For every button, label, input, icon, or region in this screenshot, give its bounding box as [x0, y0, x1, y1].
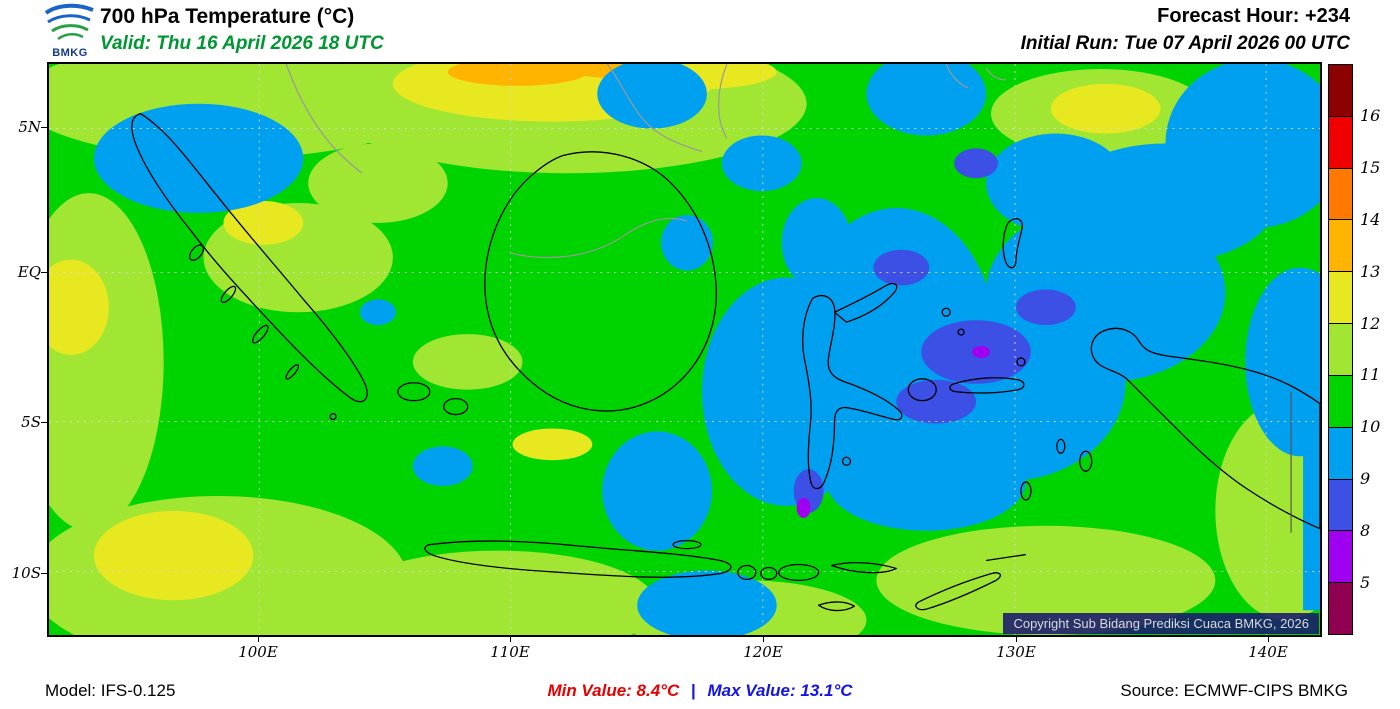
field-purple-specks [796, 346, 991, 518]
colorbar-label: 12 [1360, 313, 1381, 333]
valid-time-label: Valid: Thu 16 April 2026 18 UTC [100, 33, 384, 54]
lon-tick [510, 637, 511, 642]
lat-tick [41, 573, 47, 574]
lon-label-120e: 120E [743, 643, 783, 661]
bmkg-logo-label: BMKG [52, 47, 88, 59]
colorbar-label: 16 [1360, 105, 1381, 125]
colorbar-cell [1329, 65, 1352, 116]
foreign-borders [285, 64, 1007, 259]
colorbar-label: 8 [1360, 521, 1371, 541]
colorbar-label: 9 [1360, 469, 1371, 489]
min-value-label: Min Value: 8.4°C [547, 681, 680, 700]
colorbar-cell [1329, 323, 1352, 375]
bmkg-logo: BMKG [42, 1, 98, 61]
coastlines [131, 113, 1320, 612]
colorbar-cell [1329, 271, 1352, 324]
temperature-field-map [49, 64, 1320, 635]
lon-label-140e: 140E [1248, 643, 1288, 661]
bmkg-logo-icon [44, 3, 94, 41]
source-label: Source: ECMWF-CIPS BMKG [1120, 681, 1348, 700]
colorbar-cell [1329, 478, 1352, 531]
lat-tick [41, 272, 47, 273]
colorbar-label: 10 [1360, 417, 1381, 437]
lon-label-130e: 130E [996, 643, 1036, 661]
initial-run-label: Initial Run: Tue 07 April 2026 00 UTC [1020, 33, 1350, 54]
model-label: Model: IFS-0.125 [45, 681, 176, 700]
lat-tick [41, 422, 47, 423]
forecast-hour-label: Forecast Hour: +234 [1157, 5, 1350, 27]
lat-label-10s: 10S [11, 564, 41, 582]
minmax-separator: | [690, 681, 696, 700]
lat-label-5n: 5N [18, 118, 41, 136]
lat-tick [41, 127, 47, 128]
minmax-values: Min Value: 8.4°C | Max Value: 13.1°C [0, 681, 1400, 701]
colorbar-cell [1329, 582, 1352, 634]
colorbar-label: 13 [1360, 261, 1381, 281]
colorbar [1328, 64, 1353, 635]
field-blue-band [93, 64, 1320, 635]
colorbar-cell [1329, 115, 1352, 168]
lon-tick [1016, 637, 1017, 642]
colorbar-cell [1329, 167, 1352, 220]
colorbar-label: 15 [1360, 157, 1381, 177]
colorbar-label: 5 [1360, 573, 1371, 593]
colorbar-cell [1329, 219, 1352, 272]
colorbar-cell [1329, 426, 1352, 479]
map-frame: Copyright Sub Bidang Prediksi Cuaca BMKG… [47, 62, 1322, 637]
lon-tick [763, 637, 764, 642]
page-title: 700 hPa Temperature (°C) [100, 5, 355, 28]
colorbar-label: 14 [1360, 209, 1381, 229]
graticule-gridlines [49, 64, 1320, 635]
lat-label-eq: EQ [17, 263, 41, 281]
max-value-label: Max Value: 13.1°C [707, 681, 853, 700]
lon-tick [1268, 637, 1269, 642]
colorbar-label: 11 [1360, 365, 1381, 385]
colorbar-labels: 16 15 14 13 12 11 10 9 8 5 [1360, 64, 1396, 635]
copyright-banner: Copyright Sub Bidang Prediksi Cuaca BMKG… [1003, 613, 1319, 634]
lat-label-5s: 5S [21, 413, 41, 431]
lon-label-100e: 100E [238, 643, 278, 661]
lon-tick [258, 637, 259, 642]
colorbar-cell [1329, 374, 1352, 427]
lon-label-110e: 110E [490, 643, 530, 661]
colorbar-cell [1329, 530, 1352, 583]
